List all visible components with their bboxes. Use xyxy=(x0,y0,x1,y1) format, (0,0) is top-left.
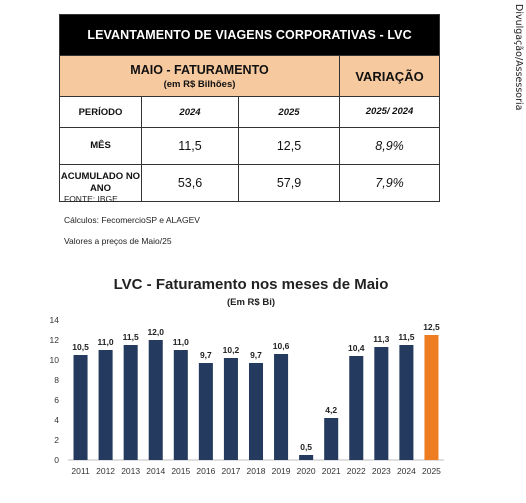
x-tick-label: 2024 xyxy=(397,466,416,476)
bar-2011 xyxy=(73,355,88,460)
data-label: 11,0 xyxy=(98,337,114,347)
x-tick-label: 2025 xyxy=(422,466,441,476)
bar-chart: LVC - Faturamento nos meses de Maio (Em … xyxy=(50,276,444,476)
x-tick-label: 2020 xyxy=(297,466,316,476)
x-tick-label: 2013 xyxy=(121,466,140,476)
cell-value: 57,9 xyxy=(238,164,340,202)
data-label: 4,2 xyxy=(325,405,337,415)
photo-credit: Divulgação/Assessoria xyxy=(513,4,524,111)
note-source: FONTE: IBGE xyxy=(64,194,118,204)
bar-2022 xyxy=(349,356,364,460)
data-label: 11,0 xyxy=(173,337,189,347)
bar-2018 xyxy=(248,363,264,460)
data-label: 10,4 xyxy=(348,343,365,353)
y-tick-label: 10 xyxy=(50,355,60,365)
bar-2016 xyxy=(198,363,213,460)
table-title: LEVANTAMENTO DE VIAGENS CORPORATIVAS - L… xyxy=(58,14,441,56)
bar-2013 xyxy=(123,345,138,460)
variation-period: 2025/ 2024 xyxy=(338,96,441,128)
y-tick-label: 0 xyxy=(54,455,59,465)
data-label: 10,5 xyxy=(72,342,89,352)
cell-variation: 8,9% xyxy=(338,127,441,165)
bar-2025 xyxy=(424,335,439,460)
x-tick-label: 2014 xyxy=(146,466,165,476)
chart-subtitle: (Em R$ Bi) xyxy=(227,297,275,308)
data-label: 11,5 xyxy=(398,332,414,342)
row-label: ACUMULADO NO ANO xyxy=(59,164,142,202)
bar-2017 xyxy=(223,358,238,460)
data-label: 9,7 xyxy=(200,350,212,360)
x-tick-label: 2023 xyxy=(372,466,391,476)
x-tick-label: 2011 xyxy=(71,466,90,476)
y-tick-label: 2 xyxy=(54,435,59,445)
summary-table: LEVANTAMENTO DE VIAGENS CORPORATIVAS - L… xyxy=(58,14,441,202)
period-label: PERÍODO xyxy=(59,96,142,128)
table-row: ACUMULADO NO ANO 53,6 57,9 7,9% xyxy=(59,164,441,202)
y-tick-label: 8 xyxy=(54,375,59,385)
x-tick-label: 2012 xyxy=(96,466,115,476)
data-label: 11,5 xyxy=(123,332,139,342)
y-tick-label: 12 xyxy=(50,335,60,345)
bar-2019 xyxy=(274,354,289,460)
cell-value: 11,5 xyxy=(141,127,239,165)
cell-value: 12,5 xyxy=(238,127,340,165)
y-tick-label: 6 xyxy=(54,395,59,405)
bar-2015 xyxy=(173,350,188,460)
bar-2020 xyxy=(299,455,314,460)
data-label: 12,5 xyxy=(423,322,440,332)
y-tick-label: 14 xyxy=(50,315,60,325)
chart-title: LVC - Faturamento nos meses de Maio xyxy=(114,276,389,293)
data-label: 10,6 xyxy=(273,341,290,351)
data-label: 11,3 xyxy=(373,334,389,344)
notes: FONTE: IBGE Cálculos: FecomercioSP e ALA… xyxy=(64,194,200,257)
bar-2021 xyxy=(324,418,339,460)
row-label: MÊS xyxy=(59,127,142,165)
group-header-unit: (em R$ Bilhões) xyxy=(163,78,236,90)
x-tick-label: 2019 xyxy=(272,466,291,476)
x-tick-label: 2018 xyxy=(247,466,266,476)
x-tick-label: 2015 xyxy=(171,466,190,476)
x-tick-label: 2016 xyxy=(196,466,215,476)
year-a: 2024 xyxy=(141,96,239,128)
data-label: 0,5 xyxy=(300,442,312,452)
bar-2012 xyxy=(98,350,113,460)
y-tick-label: 4 xyxy=(54,415,59,425)
cell-variation: 7,9% xyxy=(338,164,441,202)
group-header-label: MAIO - FATURAMENTO xyxy=(130,62,269,77)
variation-header: VARIAÇÃO xyxy=(338,55,441,97)
group-header: MAIO - FATURAMENTO (em R$ Bilhões) xyxy=(59,55,340,97)
note-calc: Cálculos: FecomercioSP e ALAGEV xyxy=(64,215,200,225)
table-row: MÊS 11,5 12,5 8,9% xyxy=(59,127,441,165)
data-label: 10,2 xyxy=(223,345,240,355)
x-tick-label: 2022 xyxy=(347,466,366,476)
bar-2023 xyxy=(374,347,389,460)
x-tick-label: 2021 xyxy=(322,466,341,476)
year-b: 2025 xyxy=(238,96,340,128)
note-prices: Valores a preços de Maio/25 xyxy=(64,236,172,246)
data-label: 12,0 xyxy=(147,327,164,337)
x-tick-label: 2017 xyxy=(221,466,240,476)
data-label: 9,7 xyxy=(250,350,262,360)
bar-2014 xyxy=(148,340,163,460)
bar-2024 xyxy=(399,345,414,460)
